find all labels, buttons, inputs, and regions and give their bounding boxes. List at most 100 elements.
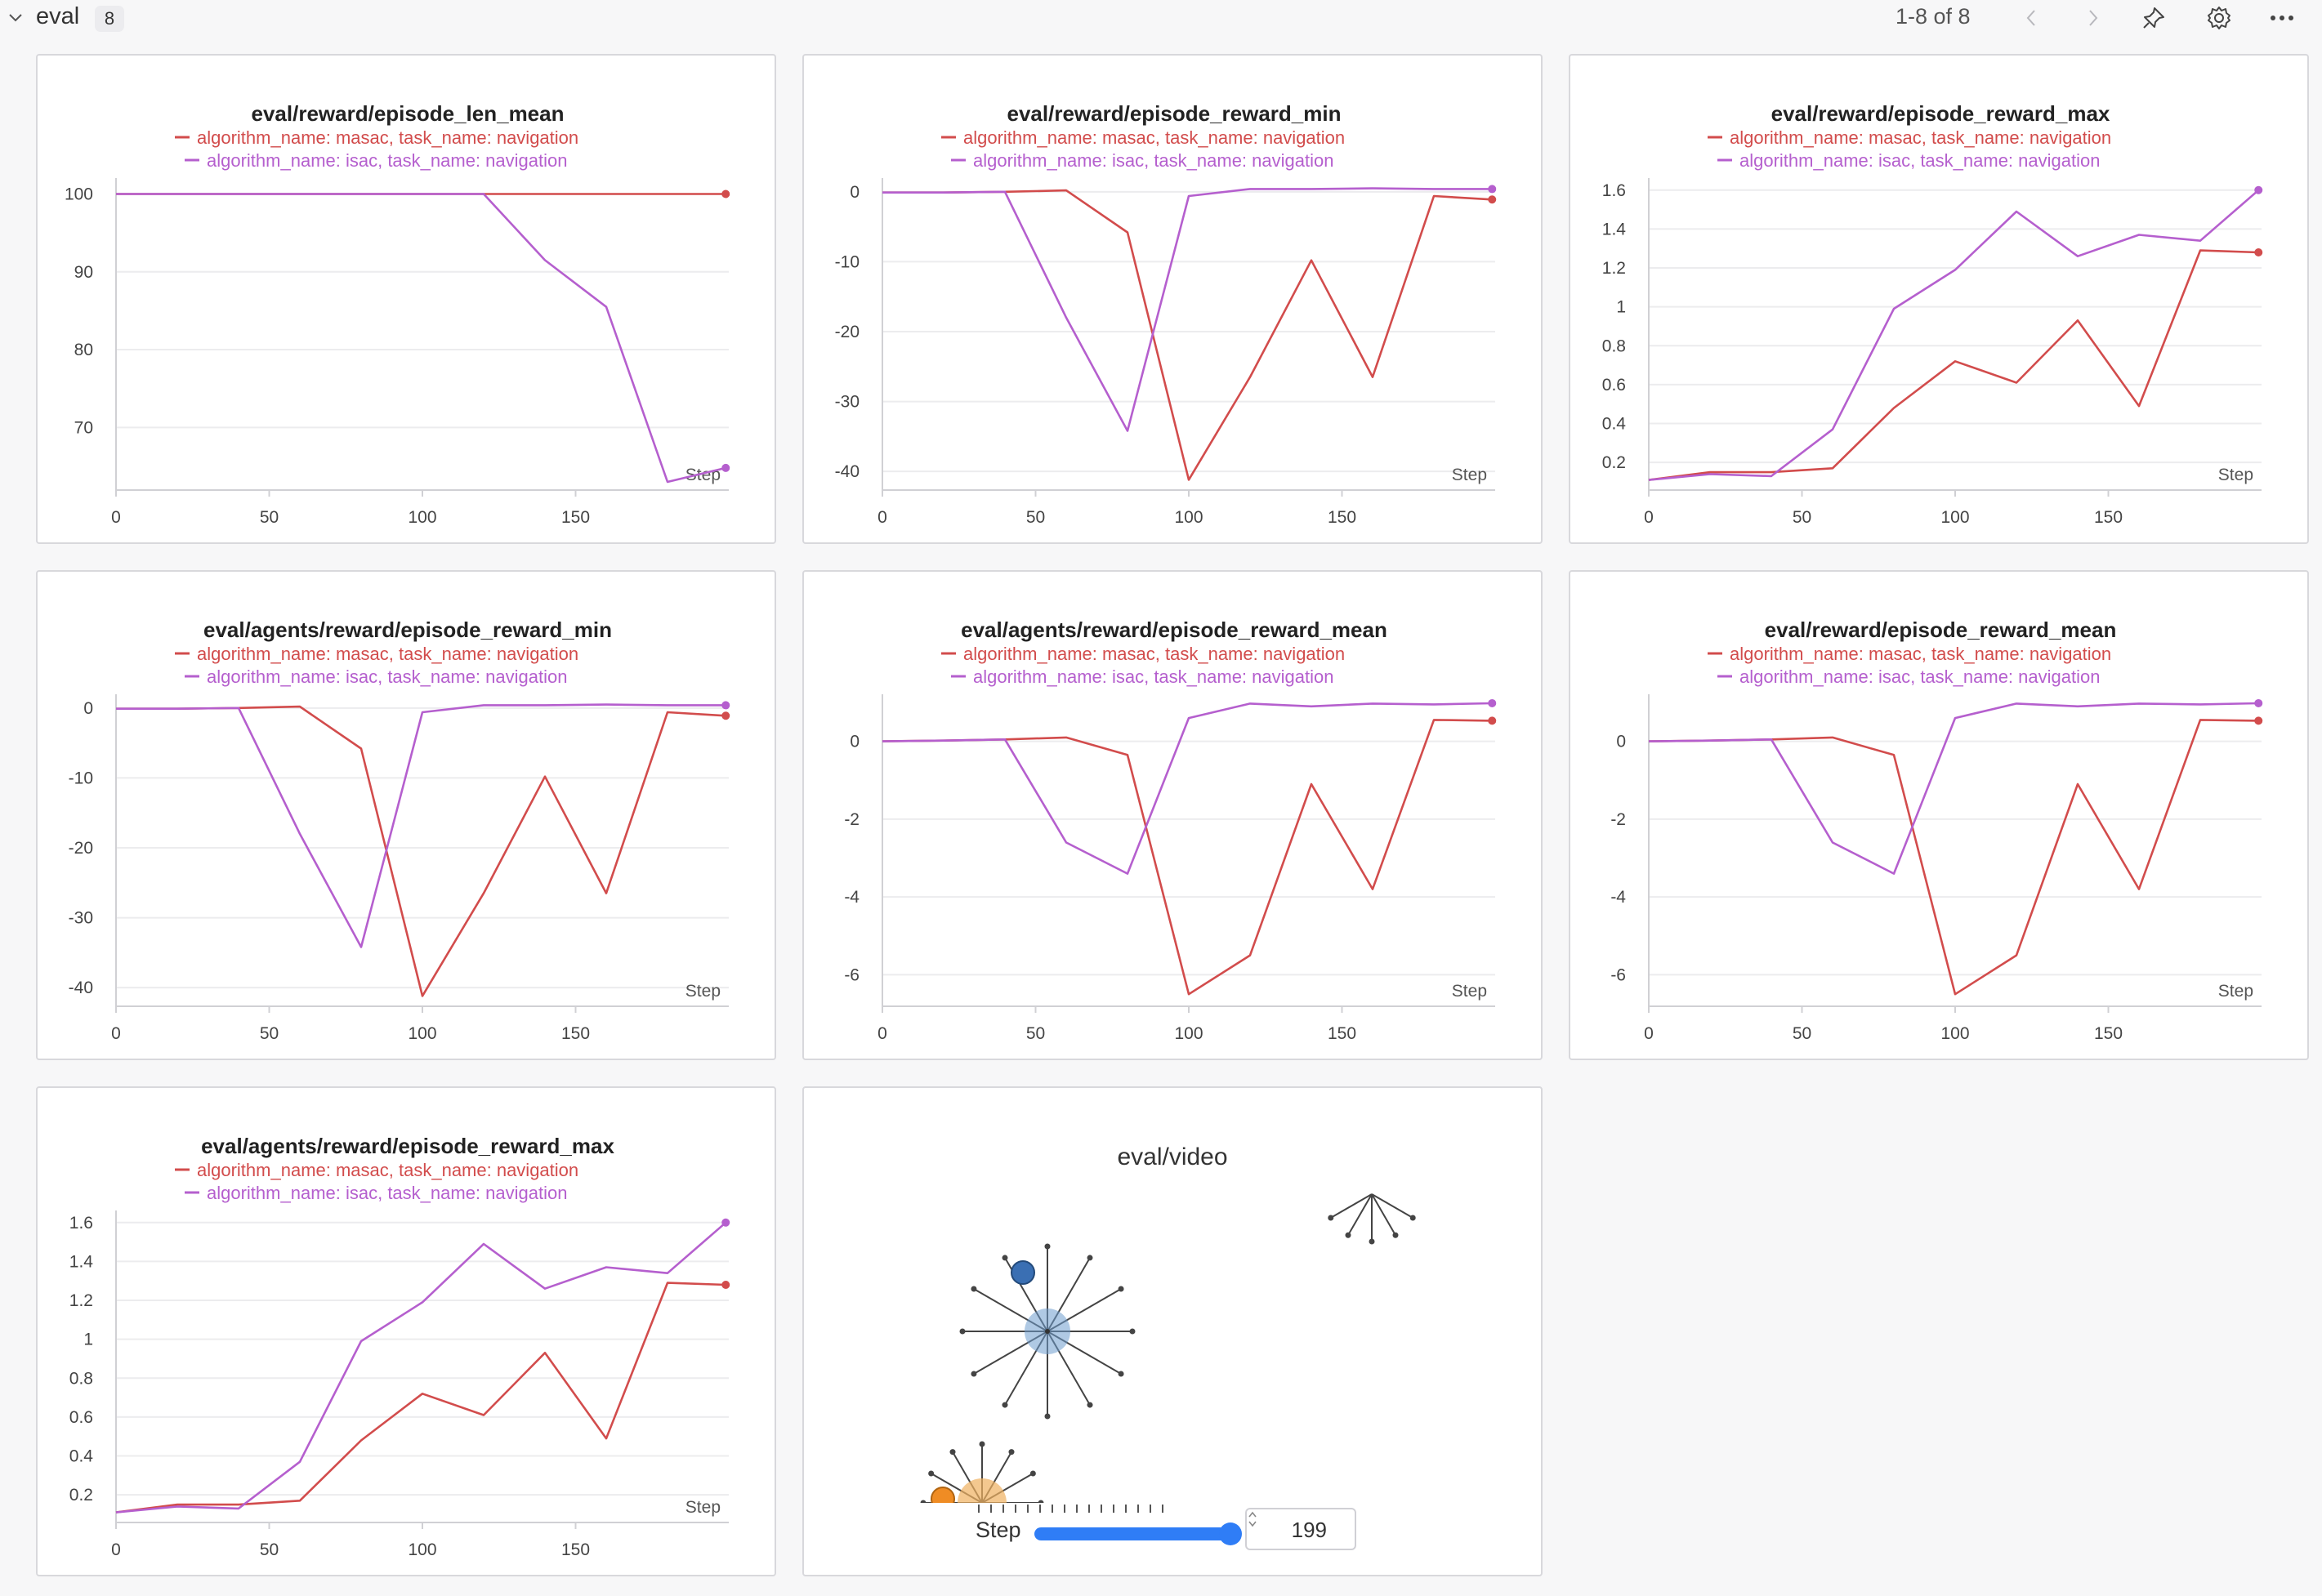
spinner-icon[interactable]: [1247, 1509, 1258, 1529]
chart-panel[interactable]: eval/reward/episode_reward_mean algorithm…: [1569, 570, 2309, 1060]
legend-entry[interactable]: algorithm_name: masac, task_name: naviga…: [197, 1160, 578, 1180]
x-tick-label: 0: [1644, 1024, 1654, 1043]
series-line[interactable]: [116, 705, 726, 997]
y-tick-label: -40: [69, 979, 93, 997]
legend-entry[interactable]: algorithm_name: masac, task_name: naviga…: [963, 644, 1345, 664]
lidar-point: [1002, 1402, 1008, 1408]
series-line[interactable]: [882, 719, 1493, 996]
x-tick-label: 50: [1793, 1024, 1811, 1043]
y-tick-label: 0.2: [1602, 453, 1626, 472]
chevron-right-icon[interactable]: [2079, 3, 2108, 33]
lidar-point: [1008, 1449, 1015, 1456]
legend-entry[interactable]: algorithm_name: isac, task_name: navigat…: [207, 150, 567, 171]
y-tick-label: 1.6: [1602, 181, 1626, 200]
agent-orange-area: [958, 1478, 1007, 1505]
section-title[interactable]: eval: [36, 3, 80, 29]
chart-svg: eval/reward/episode_reward_maxalgorithm_…: [1602, 101, 2263, 527]
chevron-left-icon[interactable]: [2016, 3, 2046, 33]
more-icon[interactable]: [2267, 3, 2297, 33]
series-line[interactable]: [882, 189, 1493, 481]
y-tick-label: 1.2: [69, 1291, 93, 1310]
step-input-box[interactable]: [1245, 1508, 1356, 1550]
chart-svg: eval/agents/reward/episode_reward_meanal…: [844, 617, 1497, 1043]
step-slider-thumb[interactable]: [1219, 1522, 1242, 1545]
lidar-point: [1345, 1232, 1351, 1238]
slider-ticks: [978, 1505, 1163, 1513]
x-tick-label: 100: [408, 508, 436, 527]
y-tick-label: -20: [835, 323, 860, 341]
y-tick-label: 0.8: [1602, 337, 1626, 355]
x-tick-label: 50: [260, 508, 279, 527]
x-axis-label: Step: [1452, 982, 1487, 1001]
x-tick-label: 50: [1026, 508, 1045, 527]
x-axis-label: Step: [1452, 466, 1487, 484]
x-axis-label: Step: [685, 466, 721, 484]
series-line[interactable]: [1648, 189, 2260, 481]
chart-svg: eval/agents/reward/episode_reward_minalg…: [69, 617, 730, 1043]
legend-entry[interactable]: algorithm_name: masac, task_name: naviga…: [1730, 127, 2111, 148]
lidar-point: [1369, 1238, 1375, 1245]
series-line[interactable]: [1648, 702, 2259, 875]
x-tick-label: 0: [1644, 508, 1654, 527]
lidar-ray: [1371, 1193, 1396, 1236]
y-tick-label: 0.6: [1602, 376, 1626, 395]
chart-title: eval/agents/reward/episode_reward_max: [201, 1134, 614, 1158]
series-end-point: [2254, 716, 2263, 725]
series-end-point: [721, 701, 730, 710]
x-axis-label: Step: [2218, 466, 2253, 484]
lidar-ray: [1347, 1193, 1373, 1236]
series-line[interactable]: [116, 193, 726, 484]
y-tick-label: 1.4: [69, 1252, 94, 1271]
legend-entry[interactable]: algorithm_name: isac, task_name: navigat…: [1739, 666, 2100, 687]
legend-entry[interactable]: algorithm_name: masac, task_name: naviga…: [963, 127, 1345, 148]
series-line[interactable]: [115, 1221, 727, 1514]
series-end-point: [2254, 247, 2263, 256]
y-tick-label: -30: [69, 909, 93, 928]
legend-entry[interactable]: algorithm_name: isac, task_name: navigat…: [973, 666, 1333, 687]
series-line[interactable]: [115, 1282, 726, 1514]
chart-panel[interactable]: eval/reward/episode_len_mean algorithm_na…: [36, 54, 776, 544]
x-tick-label: 0: [111, 1024, 121, 1043]
lidar-point: [1328, 1215, 1334, 1221]
pagination-text: 1-8 of 8: [1896, 4, 1971, 29]
y-tick-label: 1: [1616, 298, 1626, 317]
step-slider-track[interactable]: [1034, 1527, 1230, 1540]
series-line[interactable]: [1648, 249, 2259, 481]
series-line[interactable]: [1648, 719, 2259, 996]
y-tick-label: -2: [844, 810, 860, 829]
series-line[interactable]: [116, 703, 726, 948]
legend-entry[interactable]: algorithm_name: masac, task_name: naviga…: [1730, 644, 2111, 664]
legend-entry[interactable]: algorithm_name: isac, task_name: navigat…: [207, 1183, 567, 1203]
x-tick-label: 0: [111, 508, 121, 527]
series-end-point: [1488, 716, 1497, 725]
x-tick-label: 0: [111, 1540, 121, 1559]
chart-panel[interactable]: eval/agents/reward/episode_reward_min alg…: [36, 570, 776, 1060]
chevron-down-icon[interactable]: [7, 8, 25, 26]
chart-panel[interactable]: eval/agents/reward/episode_reward_max alg…: [36, 1086, 776, 1576]
video-panel: eval/video Step: [802, 1086, 1543, 1576]
chart-panel[interactable]: eval/agents/reward/episode_reward_mean al…: [802, 570, 1543, 1060]
legend-entry[interactable]: algorithm_name: isac, task_name: navigat…: [1739, 150, 2100, 171]
y-tick-label: 100: [65, 185, 93, 204]
chart-panel[interactable]: eval/reward/episode_reward_max algorithm_…: [1569, 54, 2309, 544]
legend-entry[interactable]: algorithm_name: masac, task_name: naviga…: [197, 127, 578, 148]
x-tick-label: 100: [1940, 508, 1969, 527]
goal-orange: [931, 1487, 955, 1505]
lidar-point: [1087, 1402, 1093, 1408]
gear-icon[interactable]: [2204, 3, 2234, 33]
x-tick-label: 100: [408, 1540, 436, 1559]
series-line[interactable]: [882, 702, 1493, 875]
series-line[interactable]: [882, 187, 1493, 432]
step-input[interactable]: [1247, 1509, 1328, 1550]
lidar-point: [949, 1449, 956, 1456]
legend-entry[interactable]: algorithm_name: isac, task_name: navigat…: [973, 150, 1333, 171]
legend-entry[interactable]: algorithm_name: masac, task_name: naviga…: [197, 644, 578, 664]
chart-panel[interactable]: eval/reward/episode_reward_min algorithm_…: [802, 54, 1543, 544]
y-tick-label: 0.8: [69, 1369, 93, 1388]
legend-entry[interactable]: algorithm_name: isac, task_name: navigat…: [207, 666, 567, 687]
lidar-point: [979, 1441, 985, 1447]
pin-icon[interactable]: [2139, 3, 2168, 33]
video-frame[interactable]: [877, 1178, 1466, 1505]
y-tick-label: 1: [83, 1331, 93, 1349]
x-axis-label: Step: [685, 982, 721, 1001]
